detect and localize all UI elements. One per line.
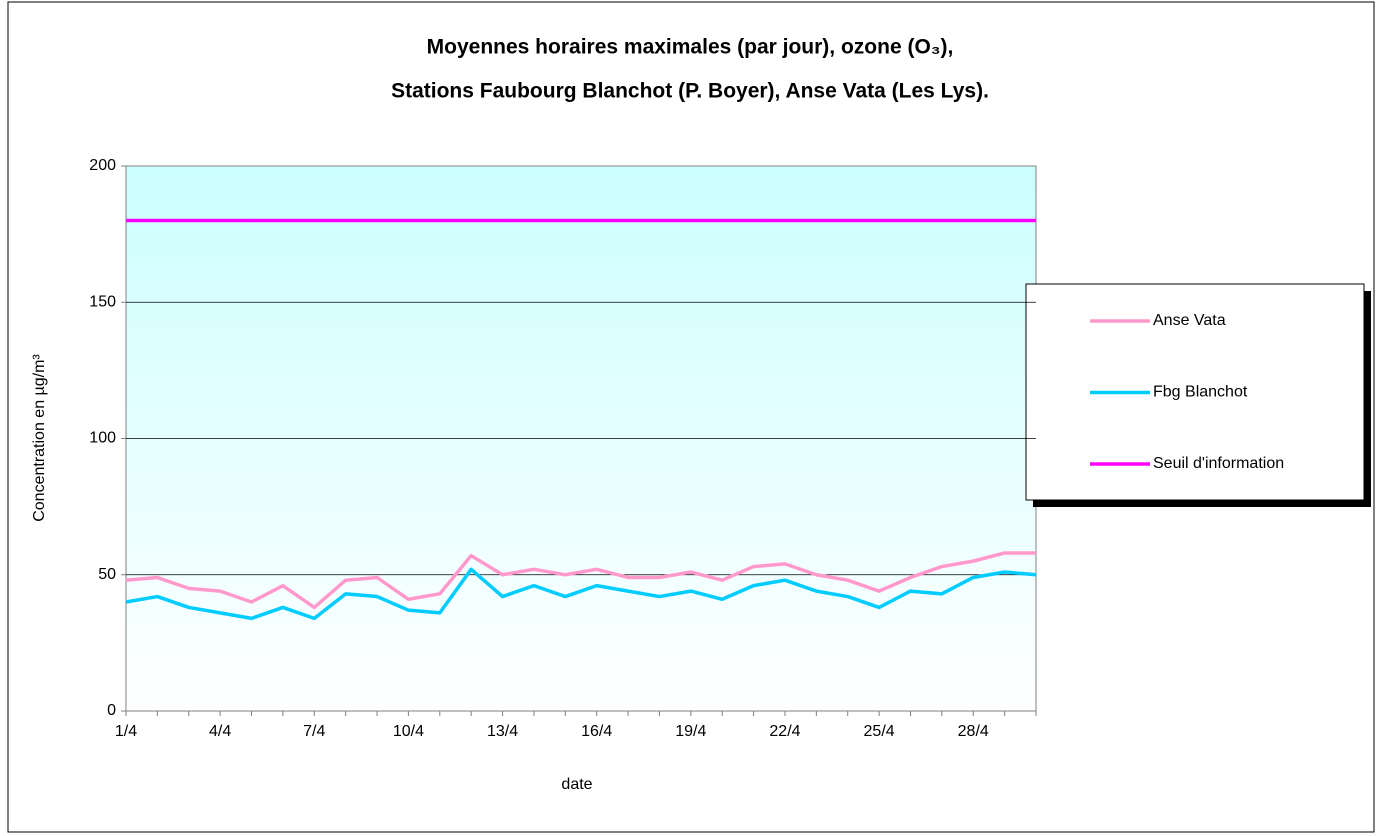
x-tick-label: 19/4: [675, 723, 706, 740]
x-tick-label: 16/4: [581, 723, 612, 740]
y-tick-label: 0: [107, 702, 116, 719]
x-tick-label: 28/4: [958, 723, 989, 740]
series-line: [125, 567, 1037, 621]
x-axis-label: date: [561, 776, 592, 793]
series-line: [125, 551, 1036, 610]
y-tick-label: 50: [98, 566, 116, 583]
legend-label: Seuil d'information: [1153, 455, 1284, 472]
legend-label: Anse Vata: [1153, 312, 1226, 329]
legend: [1025, 283, 1371, 507]
x-tick-label: 25/4: [864, 723, 895, 740]
legend-box: [1025, 283, 1365, 501]
x-tick-label: 13/4: [487, 723, 518, 740]
x-tick-label: 1/4: [115, 723, 137, 740]
chart-title: Stations Faubourg Blanchot (P. Boyer), A…: [391, 80, 989, 103]
x-tick-label: 7/4: [303, 723, 325, 740]
chart-title: Moyennes horaires maximales (par jour), …: [427, 36, 954, 59]
x-tick-label: 4/4: [209, 723, 231, 740]
y-tick-label: 100: [89, 430, 116, 447]
y-axis-label: Concentration en µg/m³: [31, 354, 48, 522]
x-tick-label: 22/4: [769, 723, 800, 740]
y-tick-label: 200: [89, 157, 116, 174]
y-tick-label: 150: [89, 293, 116, 310]
legend-label: Fbg Blanchot: [1153, 384, 1248, 401]
x-tick-label: 10/4: [393, 723, 424, 740]
